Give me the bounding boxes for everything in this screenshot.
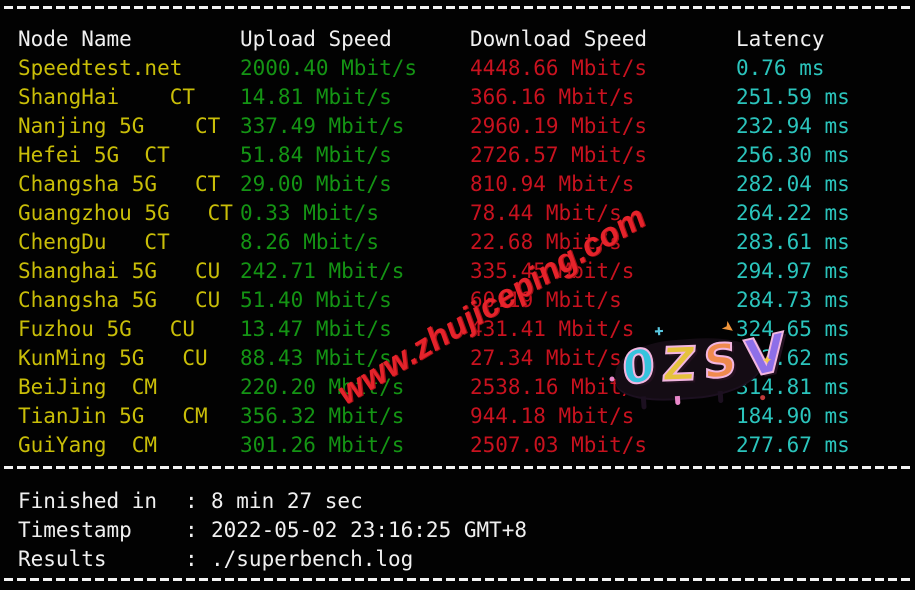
upload-speed: 88.43 Mbit/s: [240, 346, 392, 370]
sparkle-icon: ✦: [761, 353, 774, 370]
latency-value: 0.76 ms: [736, 56, 825, 80]
upload-speed: 356.32 Mbit/s: [240, 404, 405, 428]
latency-value: 251.59 ms: [736, 85, 850, 109]
plus-doodle-icon: ✚: [653, 324, 664, 339]
table-row: GuiYang CM 301.26 Mbit/s 2507.03 Mbit/s …: [18, 431, 915, 460]
column-header-upload-speed: Upload Speed: [240, 27, 392, 51]
table-header-row: Node Name Upload Speed Download Speed La…: [18, 25, 915, 54]
latency-value: 232.94 ms: [736, 114, 850, 138]
table-row: BeiJing CM 220.20 Mbit/s 2538.16 Mbit/s …: [18, 373, 915, 402]
upload-speed: 220.20 Mbit/s: [240, 375, 405, 399]
download-speed: 78.44 Mbit/s: [470, 201, 622, 225]
footer-separator: :: [185, 547, 198, 571]
node-name: Shanghai 5G CU: [18, 259, 221, 283]
upload-speed: 51.84 Mbit/s: [240, 143, 392, 167]
table-row: Guangzhou 5G CT 0.33 Mbit/s 78.44 Mbit/s…: [18, 199, 915, 228]
download-speed: 4448.66 Mbit/s: [470, 56, 648, 80]
download-speed: 335.45 Mbit/s: [470, 259, 635, 283]
latency-value: 283.61 ms: [736, 230, 850, 254]
footer-value: 2022-05-02 23:16:25 GMT+8: [211, 518, 528, 542]
node-name: Changsha 5G CT: [18, 172, 221, 196]
upload-speed: 29.00 Mbit/s: [240, 172, 392, 196]
latency-value: 324.65 ms: [736, 317, 850, 341]
speedtest-results-table: Node Name Upload Speed Download Speed La…: [18, 25, 915, 460]
table-row: Speedtest.net 2000.40 Mbit/s 4448.66 Mbi…: [18, 54, 915, 83]
column-header-latency: Latency: [736, 27, 825, 51]
footer-separator: :: [185, 489, 198, 513]
table-row: Fuzhou 5G CU 13.47 Mbit/s 431.41 Mbit/s …: [18, 315, 915, 344]
node-name: Hefei 5G CT: [18, 143, 170, 167]
latency-value: 256.30 ms: [736, 143, 850, 167]
node-name: GuiYang CM: [18, 433, 158, 457]
paint-dot: [609, 376, 615, 382]
footer-label: Finished in: [18, 489, 158, 513]
download-speed: 2507.03 Mbit/s: [470, 433, 648, 457]
summary-footer: Finished in : 8 min 27 sec Timestamp : 2…: [18, 487, 527, 574]
latency-value: 294.97 ms: [736, 259, 850, 283]
table-row: Changsha 5G CT 29.00 Mbit/s 810.94 Mbit/…: [18, 170, 915, 199]
node-name: KunMing 5G CU: [18, 346, 208, 370]
upload-speed: 0.33 Mbit/s: [240, 201, 380, 225]
graffiti-sticker-logo: 0 Z S V ✦ ➤ ✚: [609, 316, 785, 413]
upload-speed: 242.71 Mbit/s: [240, 259, 405, 283]
footer-label: Timestamp: [18, 518, 132, 542]
download-speed: 2726.57 Mbit/s: [470, 143, 648, 167]
download-speed: 27.34 Mbit/s: [470, 346, 622, 370]
upload-speed: 14.81 Mbit/s: [240, 85, 392, 109]
upload-speed: 2000.40 Mbit/s: [240, 56, 418, 80]
node-name: TianJin 5G CM: [18, 404, 208, 428]
footer-line-timestamp: Timestamp : 2022-05-02 23:16:25 GMT+8: [18, 516, 527, 545]
latency-value: 264.22 ms: [736, 201, 850, 225]
latency-value: 277.67 ms: [736, 433, 850, 457]
node-name: Changsha 5G CU: [18, 288, 221, 312]
footer-line-finished-in: Finished in : 8 min 27 sec: [18, 487, 527, 516]
logo-letter-0: 0: [620, 336, 654, 397]
paint-dot: [759, 394, 766, 401]
dashed-separator-bottom: [4, 578, 910, 581]
column-header-node-name: Node Name: [18, 27, 132, 51]
logo-letter-z: Z: [659, 335, 695, 392]
download-speed: 366.16 Mbit/s: [470, 85, 635, 109]
upload-speed: 51.40 Mbit/s: [240, 288, 392, 312]
table-row: Changsha 5G CU 51.40 Mbit/s 60.19 Mbit/s…: [18, 286, 915, 315]
column-header-download-speed: Download Speed: [470, 27, 648, 51]
download-speed: 431.41 Mbit/s: [470, 317, 635, 341]
upload-speed: 8.26 Mbit/s: [240, 230, 380, 254]
upload-speed: 301.26 Mbit/s: [240, 433, 405, 457]
node-name: BeiJing CM: [18, 375, 158, 399]
table-row: ChengDu CT 8.26 Mbit/s 22.68 Mbit/s 283.…: [18, 228, 915, 257]
dashed-separator-top: [4, 6, 910, 9]
latency-value: 284.73 ms: [736, 288, 850, 312]
download-speed: 60.19 Mbit/s: [470, 288, 622, 312]
dashed-separator-middle: [4, 466, 910, 469]
footer-label: Results: [18, 547, 107, 571]
logo-letters: 0 Z S V: [620, 320, 785, 403]
node-name: Guangzhou 5G CT: [18, 201, 233, 225]
footer-separator: :: [185, 518, 198, 542]
node-name: Speedtest.net: [18, 56, 183, 80]
download-speed: 2960.19 Mbit/s: [470, 114, 648, 138]
upload-speed: 337.49 Mbit/s: [240, 114, 405, 138]
download-speed: 22.68 Mbit/s: [470, 230, 622, 254]
latency-value: 184.90 ms: [736, 404, 850, 428]
node-name: Nanjing 5G CT: [18, 114, 221, 138]
table-row: TianJin 5G CM 356.32 Mbit/s 944.18 Mbit/…: [18, 402, 915, 431]
footer-value: 8 min 27 sec: [211, 489, 363, 513]
node-name: ChengDu CT: [18, 230, 170, 254]
table-row: Nanjing 5G CT 337.49 Mbit/s 2960.19 Mbit…: [18, 112, 915, 141]
node-name: ShangHai CT: [18, 85, 196, 109]
node-name: Fuzhou 5G CU: [18, 317, 196, 341]
footer-value: ./superbench.log: [211, 547, 414, 571]
table-row: Shanghai 5G CU 242.71 Mbit/s 335.45 Mbit…: [18, 257, 915, 286]
download-speed: 810.94 Mbit/s: [470, 172, 635, 196]
footer-line-results: Results : ./superbench.log: [18, 545, 527, 574]
latency-value: 282.04 ms: [736, 172, 850, 196]
table-row: ShangHai CT 14.81 Mbit/s 366.16 Mbit/s 2…: [18, 83, 915, 112]
table-row: Hefei 5G CT 51.84 Mbit/s 2726.57 Mbit/s …: [18, 141, 915, 170]
download-speed: 944.18 Mbit/s: [470, 404, 635, 428]
upload-speed: 13.47 Mbit/s: [240, 317, 392, 341]
